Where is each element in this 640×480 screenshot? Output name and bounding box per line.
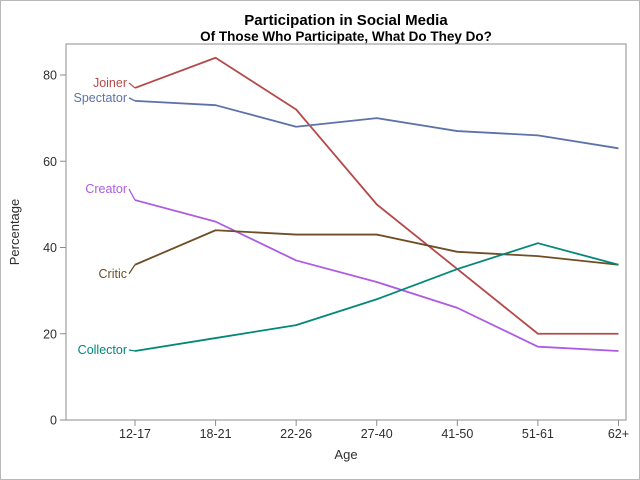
series-line-collector xyxy=(134,242,619,352)
x-axis-title: Age xyxy=(334,447,357,462)
curve-label-leader-creator xyxy=(128,188,136,201)
curve-label-critic: Critic xyxy=(99,267,127,281)
curve-label-creator: Creator xyxy=(85,182,127,196)
series-line-critic xyxy=(134,229,619,266)
x-tick-label: 12-17 xyxy=(119,427,151,441)
chart-subtitle: Of Those Who Participate, What Do They D… xyxy=(200,29,492,44)
y-tick-label: 60 xyxy=(43,155,57,169)
y-tick-label: 20 xyxy=(43,327,57,341)
curve-label-spectator: Spectator xyxy=(73,91,127,105)
curve-label-leader-critic xyxy=(128,264,136,275)
curve-label-collector: Collector xyxy=(78,343,127,357)
y-tick-label: 40 xyxy=(43,241,57,255)
curve-label-leader-spectator xyxy=(128,97,136,102)
curve-label-leader-collector xyxy=(128,349,136,352)
curve-label-joiner: Joiner xyxy=(93,76,127,90)
series-line-creator xyxy=(134,199,619,352)
series-line-joiner xyxy=(134,56,619,335)
y-tick-label: 80 xyxy=(43,69,57,83)
x-tick-label: 41-50 xyxy=(441,427,473,441)
y-tick-label: 0 xyxy=(50,414,57,428)
x-tick-label: 51-61 xyxy=(522,427,554,441)
x-tick-label: 18-21 xyxy=(200,427,232,441)
y-axis: 0 20 40 60 80 xyxy=(43,69,66,428)
x-tick-label: 27-40 xyxy=(361,427,393,441)
series-lines xyxy=(134,56,619,352)
chart-title: Participation in Social Media xyxy=(244,12,448,29)
plot-frame xyxy=(65,43,627,421)
x-tick-label: 22-26 xyxy=(280,427,312,441)
x-tick-label: 62+ xyxy=(608,427,629,441)
series-line-spectator xyxy=(134,99,619,150)
y-axis-title: Percentage xyxy=(7,199,22,266)
x-axis: 12-17 18-21 22-26 27-40 41-50 51-61 62+ xyxy=(119,420,629,441)
curve-label-leader-joiner xyxy=(128,82,136,89)
